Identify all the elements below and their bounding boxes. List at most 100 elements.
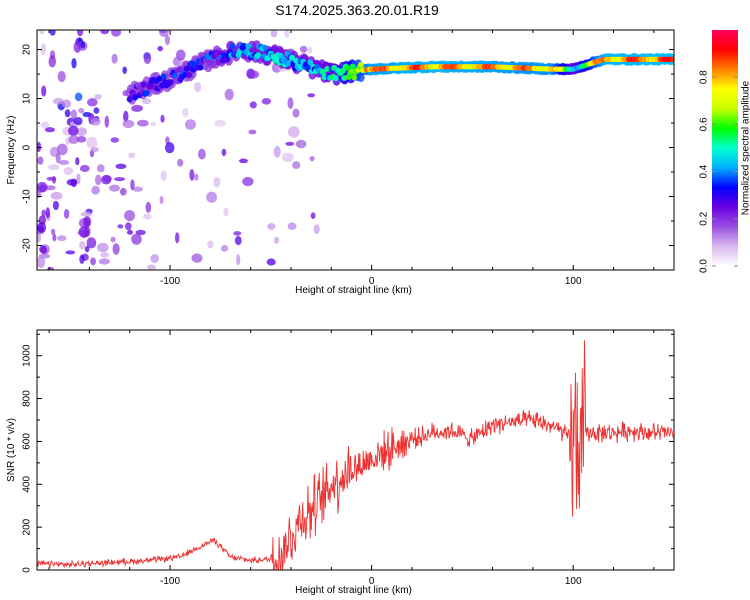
noise-blob [45,207,50,219]
noise-blob [95,174,102,186]
noise-blob [70,178,78,188]
noise-blob [97,164,105,173]
ridge-core [293,57,300,64]
ridge-core [176,66,183,73]
noise-blob [206,191,218,203]
noise-blob [47,267,54,270]
y-tick-label: 20 [22,44,33,56]
noise-blob [267,223,276,230]
noise-blob [281,152,294,163]
y-tick-label: 1000 [22,344,33,367]
noise-blob [56,143,68,156]
noise-blob [221,245,229,252]
noise-blob [145,201,152,213]
noise-blob [182,108,189,117]
noise-blob [164,34,170,46]
noise-blob [233,231,242,236]
noise-blob [131,104,144,112]
noise-blob [122,66,127,74]
noise-blob [114,177,126,182]
ridge-core [670,56,674,62]
noise-blob [234,235,242,246]
noise-blob [310,212,316,219]
noise-blob [40,246,48,254]
noise-blob [37,256,46,269]
ridge-core [241,42,247,49]
chart-title: S174.2025.363.20.01.R19 [275,2,439,18]
y-tick-label: 600 [22,433,33,450]
noise-blob [41,85,47,97]
noise-blob [79,164,90,173]
noise-blob [90,118,101,126]
colorbar-tick-label: 0.2 [699,211,710,225]
noise-blob [270,30,278,38]
noise-blob [111,30,122,37]
noise-blob [143,213,152,220]
noise-blob [76,127,87,136]
ridge-core [186,71,192,78]
x-tick-label: 100 [565,276,582,287]
noise-blob [91,185,100,195]
ridge-core [184,65,191,72]
noise-blob [90,257,96,266]
noise-blob [104,115,110,128]
noise-blob [68,125,79,137]
noise-blob [242,176,254,187]
ridge-core [143,90,150,96]
noise-blob [50,191,63,200]
noise-blob [37,141,42,153]
noise-blob [80,41,86,49]
ridge-core [289,54,295,61]
noise-blob [273,236,280,244]
noise-blob [236,254,241,266]
noise-blob [110,137,120,143]
noise-blob [307,46,313,54]
noise-blob [176,49,186,61]
noise-blob [93,107,100,114]
noise-blob [221,148,227,157]
noise-blob [273,145,281,158]
noise-blob [150,121,156,127]
noise-blob [194,82,202,93]
noise-blob [110,236,116,243]
noise-blob [70,109,78,119]
noise-blob [76,173,81,185]
noise-blob [64,109,71,118]
snr-frame [36,329,675,571]
noise-blob [131,233,142,245]
noise-blob [52,233,57,242]
noise-blob [47,164,60,171]
x-axis-label: Height of straight line (km) [295,585,412,596]
ridge-core [171,72,178,79]
noise-blob [132,186,144,192]
noise-blob [189,169,195,181]
noise-blob [79,254,85,264]
noise-blob [307,93,315,98]
colorbar-tick-label: 0.0 [699,259,710,273]
snr-series-line [37,340,674,570]
noise-blob [287,126,300,138]
ridge-core [207,59,214,66]
y-tick-label: 400 [22,476,33,493]
noise-blob [100,252,110,258]
noise-blob [135,229,146,236]
noise-blob [38,30,45,35]
noise-blob [55,152,61,164]
x-tick-label: 0 [369,276,375,287]
noise-blob [123,110,129,123]
y-tick-label: 0 [22,144,33,150]
ridge-core [197,64,204,71]
noise-blob [84,245,90,253]
noise-blob [309,156,315,162]
y-tick-label: -20 [22,238,33,253]
y-tick-label: 800 [22,390,33,407]
noise-blob [71,58,77,69]
noise-blob [37,232,42,243]
noise-blob [48,55,56,68]
y-tick-label: 0 [22,567,33,573]
ridge-core [320,68,326,75]
noise-blob [147,264,156,270]
ridge-core [245,43,252,50]
noise-blob [207,240,214,249]
